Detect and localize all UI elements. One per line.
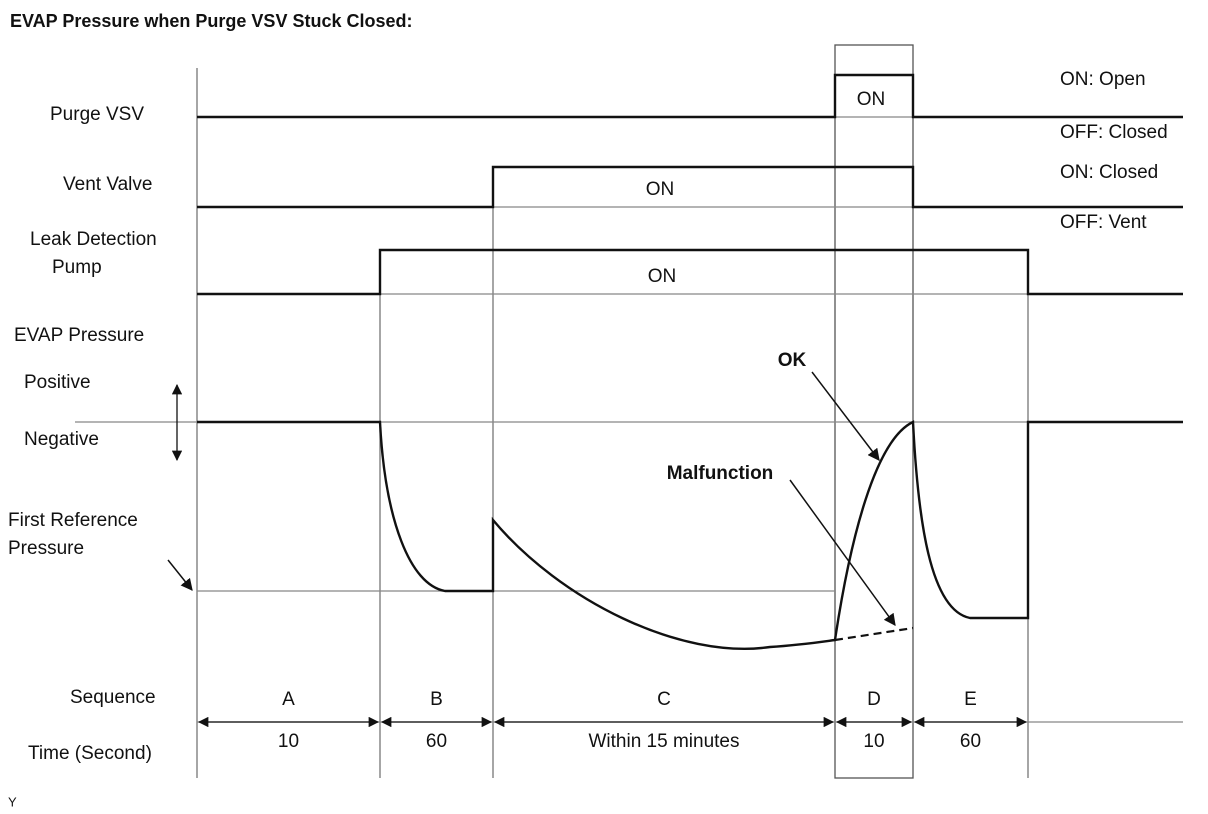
phase-name: E xyxy=(964,689,977,710)
signal-label: Purge VSV xyxy=(50,104,144,125)
evap-label: Positive xyxy=(24,372,91,393)
purge-vsv-signal xyxy=(197,73,1183,119)
callout-arrow xyxy=(789,479,896,626)
pump-signal xyxy=(197,248,1183,296)
phase-name: A xyxy=(282,689,295,710)
evap-pressure-curve xyxy=(197,420,1183,650)
signal-label: Leak Detection xyxy=(30,229,157,250)
phase-name: C xyxy=(657,689,671,710)
callout: OK xyxy=(778,350,807,371)
on-label: ON xyxy=(857,89,886,110)
signal-label: Vent Valve xyxy=(63,174,152,195)
signal-label: Pump xyxy=(52,257,102,278)
state-label: ON: Closed xyxy=(1060,162,1158,183)
on-label: ON xyxy=(646,179,675,200)
title: EVAP Pressure when Purge VSV Stuck Close… xyxy=(10,11,412,31)
phase-d-box xyxy=(834,44,914,779)
phase-time: 10 xyxy=(278,731,299,752)
phase-time: Within 15 minutes xyxy=(588,731,739,752)
callout-arrow xyxy=(167,559,193,591)
evap-label: Pressure xyxy=(8,538,84,559)
phase-name: B xyxy=(430,689,443,710)
row-label: Sequence xyxy=(70,687,156,708)
callout: Malfunction xyxy=(667,463,774,484)
phase-time: 60 xyxy=(426,731,447,752)
evap-label: Negative xyxy=(24,429,99,450)
phase-time: 60 xyxy=(960,731,981,752)
evap-label: EVAP Pressure xyxy=(14,325,144,346)
vent-valve-signal xyxy=(197,165,1183,209)
phase-name: D xyxy=(867,689,881,710)
on-label: ON xyxy=(648,266,677,287)
state-label: OFF: Closed xyxy=(1060,122,1168,143)
footnote: Y xyxy=(8,794,17,809)
evap-label: First Reference xyxy=(8,510,138,531)
phase-time: 10 xyxy=(863,731,884,752)
row-label: Time (Second) xyxy=(28,743,152,764)
state-label: ON: Open xyxy=(1060,69,1146,90)
state-label: OFF: Vent xyxy=(1060,212,1147,233)
callout-arrow xyxy=(811,371,880,461)
malfunction-curve xyxy=(834,626,914,642)
